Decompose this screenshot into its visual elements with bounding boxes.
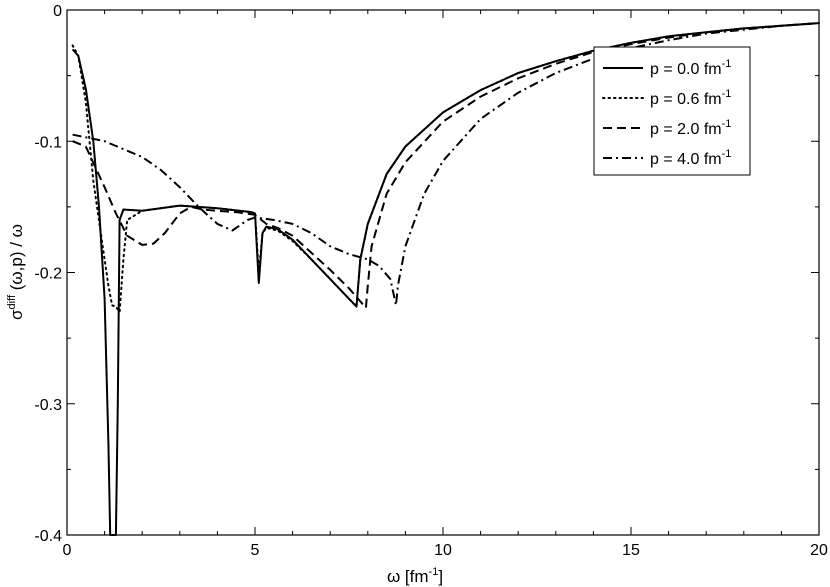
y-tick-label: 0 bbox=[53, 3, 62, 20]
y-axis-label-sup: diff bbox=[6, 294, 18, 309]
x-tick-label: 10 bbox=[434, 542, 452, 559]
series-line-3 bbox=[72, 22, 820, 309]
x-axis-label-tail: ] bbox=[438, 567, 443, 586]
y-axis-label-base: σ bbox=[7, 309, 26, 320]
x-axis-label-sup: -1 bbox=[429, 566, 439, 578]
legend-label-sup: -1 bbox=[722, 58, 732, 70]
legend-label-2: p = 0.6 fm-1 bbox=[650, 88, 731, 108]
legend-items: p = 0.0 fm-1p = 0.6 fm-1p = 2.0 fm-1p = … bbox=[602, 58, 731, 168]
axis-ticks: 0 5 10 15 20 -0.4 -0.3 -0.2 -0.1 0 bbox=[34, 3, 828, 559]
legend: p = 0.0 fm-1p = 0.6 fm-1p = 2.0 fm-1p = … bbox=[593, 46, 751, 176]
x-tick-label: 20 bbox=[810, 542, 828, 559]
x-axis-label-base: ω [fm bbox=[387, 567, 429, 586]
y-tick-label: -0.4 bbox=[34, 528, 62, 545]
legend-label-3: p = 2.0 fm-1 bbox=[650, 118, 731, 138]
legend-label-base: p = 0.6 fm bbox=[650, 91, 722, 108]
y-tick-label: -0.2 bbox=[34, 266, 62, 283]
legend-label-1: p = 0.0 fm-1 bbox=[650, 58, 731, 78]
y-tick-label: -0.1 bbox=[34, 134, 62, 151]
x-tick-label: 15 bbox=[622, 542, 640, 559]
x-axis-label: ω [fm-1] bbox=[387, 566, 443, 586]
legend-label-sup: -1 bbox=[722, 148, 732, 160]
x-tick-label: 5 bbox=[251, 542, 260, 559]
legend-label-base: p = 2.0 fm bbox=[650, 121, 722, 138]
legend-label-sup: -1 bbox=[722, 88, 732, 100]
y-axis-label: σdiff (ω,p) / ω bbox=[6, 224, 26, 320]
legend-label-4: p = 4.0 fm-1 bbox=[650, 148, 731, 168]
y-axis-label-tail: (ω,p) / ω bbox=[7, 224, 26, 295]
series-line-2 bbox=[71, 22, 820, 313]
legend-label-base: p = 4.0 fm bbox=[650, 151, 722, 168]
legend-label-base: p = 0.0 fm bbox=[650, 61, 722, 78]
y-tick-label: -0.3 bbox=[34, 397, 62, 414]
x-tick-label: 0 bbox=[63, 542, 72, 559]
legend-label-sup: -1 bbox=[722, 118, 732, 130]
series-line-1 bbox=[71, 22, 820, 536]
